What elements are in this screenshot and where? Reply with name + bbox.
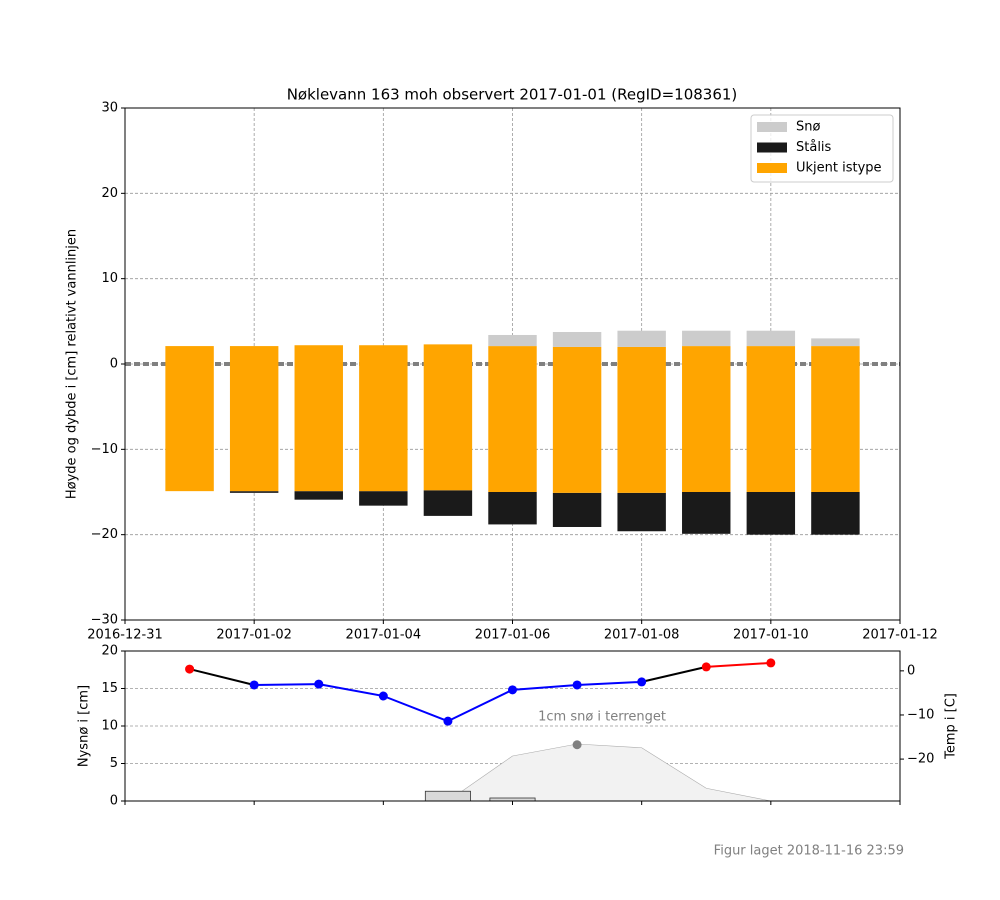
plot-frame [124,107,901,621]
y2-tick-label: 0 [907,663,915,678]
x-tick-label: 2016-12-31 [87,628,163,643]
temperature-point [766,658,776,668]
bar-segment [229,346,279,492]
bar-segment [359,345,408,492]
bar-segment [617,492,666,532]
new-snow-bar [424,790,471,802]
bar-segment [552,492,602,527]
temperature-segment [318,683,384,697]
y-tick-label: 5 [110,756,118,771]
plot-frame [124,650,901,802]
legend-label: Stålis [796,140,832,155]
bar-segment [682,330,731,347]
y-tick-label: 15 [101,681,118,696]
x-tick-label: 2017-01-10 [733,628,809,643]
temperature-point [443,716,453,726]
bar-segment [617,330,666,347]
bar-segment [488,492,537,525]
bar-segment [552,346,602,493]
bar-segment [488,334,537,347]
temperature-segment [254,683,319,686]
bar-segment [682,346,731,492]
footer: Figur laget 2018-11-16 23:59 [714,844,904,859]
legend-label: Snø [796,120,820,135]
bar-segment [294,491,343,500]
bar-segment [811,346,860,492]
x-tick-label: 2017-01-04 [346,628,422,643]
bar-segment [811,492,860,535]
chart-title: Nøklevann 163 moh observert 2017-01-01 (… [287,86,738,104]
bar-segment [746,330,796,347]
temperature-segment [577,680,642,686]
annotation-point [572,740,582,750]
temperature-segment [382,695,449,723]
y-tick-label: −30 [91,613,118,628]
annotation-text: 1cm snø i terrenget [538,709,666,724]
legend-swatch [757,122,787,132]
y-tick-label: 20 [101,644,118,659]
bar-segment [682,492,731,534]
temperature-segment [447,688,513,723]
temperature-segment [706,661,771,668]
temperature-point [637,677,647,687]
bar-segment [617,346,666,493]
x-tick-label: 2017-01-06 [475,628,551,643]
y-tick-label: 10 [101,271,118,286]
temperature-point [701,662,711,672]
temperature-segment [512,683,578,691]
y-axis-label: Nysnø i [cm] [77,685,92,767]
y-axis-label: Høyde og dybde i [cm] relativt vannlinje… [65,229,80,499]
temperature-segment [189,668,255,686]
y-tick-label: 20 [101,186,118,201]
bar-segment [165,346,214,492]
bar-segment [294,345,343,492]
temperature-point [508,685,517,695]
y-tick-label: −20 [91,527,118,542]
bar-segment [229,491,279,493]
bar-segment [423,490,473,516]
legend-swatch [757,163,787,173]
y-tick-label: 30 [101,101,118,116]
bar-segment [359,491,408,506]
legend-label: Ukjent istype [796,161,882,176]
bar-segment [746,346,796,492]
temperature-point [378,691,388,701]
y-tick-label: 10 [101,719,118,734]
bar-segment [746,492,796,535]
x-tick-label: 2017-01-02 [216,628,292,643]
temperature-point [314,679,324,689]
y2-axis-label: Temp i [C] [944,693,959,760]
temperature-point [249,680,259,690]
temperature-point [185,664,195,674]
bar-segment [811,338,860,347]
x-tick-label: 2017-01-08 [604,628,680,643]
bar-segment [488,346,537,492]
legend-swatch [757,142,787,153]
bar-segment [552,332,602,347]
y2-tick-label: −20 [907,752,934,767]
bar-segment [423,344,473,491]
x-tick-label: 2017-01-12 [862,628,938,643]
y-tick-label: 0 [110,357,118,372]
y-tick-label: 0 [110,794,118,809]
y2-tick-label: −10 [907,707,934,722]
y-tick-label: −10 [91,442,118,457]
temperature-segment [641,665,707,683]
temperature-point [572,680,582,690]
